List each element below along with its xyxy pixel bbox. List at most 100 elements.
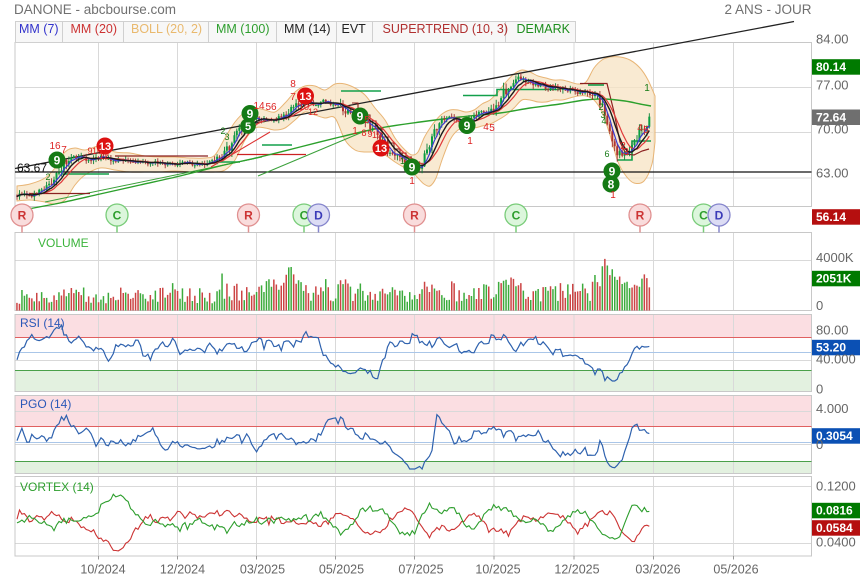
svg-text:VOLUME: VOLUME: [38, 236, 89, 250]
svg-text:05/2026: 05/2026: [713, 563, 758, 577]
svg-text:C: C: [113, 209, 122, 223]
svg-text:9: 9: [609, 164, 616, 178]
svg-text:7: 7: [290, 92, 296, 103]
svg-text:DANONE - abcbourse.com: DANONE - abcbourse.com: [14, 2, 176, 17]
svg-text:2: 2: [220, 126, 225, 136]
svg-text:56.14: 56.14: [816, 210, 846, 224]
svg-text:13: 13: [99, 141, 111, 153]
svg-text:VORTEX (14): VORTEX (14): [20, 480, 94, 494]
svg-text:53.20: 53.20: [816, 341, 846, 355]
svg-text:9: 9: [464, 119, 471, 133]
svg-text:1: 1: [610, 190, 616, 201]
svg-text:9: 9: [409, 160, 416, 174]
svg-text:12: 12: [400, 156, 410, 166]
svg-text:MM (7): MM (7): [19, 22, 59, 36]
svg-text:5: 5: [364, 115, 370, 126]
svg-text:05/2025: 05/2025: [319, 563, 364, 577]
svg-text:77.00: 77.00: [816, 78, 849, 93]
svg-text:4: 4: [601, 116, 606, 126]
svg-text:5: 5: [489, 123, 495, 134]
svg-text:EVT: EVT: [342, 22, 367, 36]
svg-text:4: 4: [637, 123, 643, 134]
svg-text:2: 2: [45, 172, 50, 182]
svg-text:D: D: [715, 209, 724, 223]
svg-text:10: 10: [372, 130, 382, 140]
svg-text:12: 12: [308, 107, 318, 117]
svg-text:9: 9: [54, 153, 61, 167]
svg-text:80.14: 80.14: [816, 60, 846, 74]
svg-text:03/2026: 03/2026: [635, 563, 680, 577]
svg-text:6: 6: [604, 149, 609, 159]
svg-text:MM (20): MM (20): [71, 22, 118, 36]
svg-text:9: 9: [87, 146, 92, 156]
svg-text:70.00: 70.00: [816, 122, 849, 137]
svg-text:9: 9: [367, 129, 372, 139]
svg-text:1: 1: [644, 83, 650, 94]
svg-text:16: 16: [49, 141, 61, 152]
svg-text:5: 5: [245, 121, 251, 133]
svg-text:9: 9: [247, 107, 254, 121]
svg-text:0.3054: 0.3054: [816, 429, 853, 443]
svg-text:BOLL (20, 2): BOLL (20, 2): [131, 22, 202, 36]
svg-text:12/2024: 12/2024: [160, 563, 205, 577]
svg-text:0: 0: [816, 298, 823, 313]
svg-text:PGO (14): PGO (14): [20, 397, 71, 411]
svg-text:12/2025: 12/2025: [554, 563, 599, 577]
svg-text:4.000: 4.000: [816, 401, 849, 416]
svg-text:3: 3: [623, 147, 629, 158]
svg-text:3: 3: [224, 132, 229, 142]
svg-text:C: C: [699, 209, 708, 223]
svg-text:D: D: [314, 209, 323, 223]
svg-text:MM (14): MM (14): [284, 22, 331, 36]
svg-text:10/2025: 10/2025: [475, 563, 520, 577]
svg-text:2: 2: [598, 102, 603, 112]
svg-text:1: 1: [467, 136, 473, 147]
svg-text:2: 2: [620, 141, 626, 152]
svg-text:1: 1: [352, 126, 358, 137]
svg-text:2 ANS - JOUR: 2 ANS - JOUR: [724, 2, 811, 17]
svg-text:9: 9: [357, 109, 364, 123]
svg-text:MM (100): MM (100): [216, 22, 269, 36]
svg-text:84.00: 84.00: [816, 32, 849, 47]
svg-text:63.67: 63.67: [17, 161, 47, 175]
svg-text:0.1200: 0.1200: [816, 479, 856, 494]
svg-text:07/2025: 07/2025: [398, 563, 443, 577]
svg-text:R: R: [244, 209, 253, 223]
svg-text:2051K: 2051K: [816, 272, 852, 286]
svg-text:RSI (14): RSI (14): [20, 316, 65, 330]
svg-text:8: 8: [290, 79, 296, 90]
svg-text:12: 12: [99, 151, 109, 161]
svg-text:R: R: [636, 209, 645, 223]
svg-text:C: C: [300, 209, 309, 223]
svg-text:8: 8: [361, 128, 366, 138]
svg-text:56: 56: [265, 102, 277, 113]
svg-text:1: 1: [409, 176, 415, 187]
svg-text:C: C: [512, 209, 521, 223]
svg-text:14: 14: [253, 101, 265, 112]
svg-text:0: 0: [816, 382, 823, 397]
svg-text:SUPERTREND (10, 3): SUPERTREND (10, 3): [383, 22, 509, 36]
svg-text:4: 4: [483, 122, 489, 133]
svg-text:0.0400: 0.0400: [816, 535, 856, 550]
svg-text:13: 13: [299, 91, 311, 103]
svg-text:4000K: 4000K: [816, 250, 854, 265]
svg-text:63.00: 63.00: [816, 165, 849, 180]
svg-text:8: 8: [608, 177, 615, 191]
svg-text:3: 3: [600, 110, 605, 120]
svg-text:0.0816: 0.0816: [816, 504, 853, 518]
svg-text:80.00: 80.00: [816, 323, 849, 338]
svg-text:DEMARK: DEMARK: [517, 22, 571, 36]
svg-text:7: 7: [61, 145, 67, 156]
svg-text:0.0584: 0.0584: [816, 521, 853, 535]
svg-text:40.000: 40.000: [816, 352, 856, 367]
svg-text:10: 10: [299, 102, 309, 112]
svg-text:R: R: [410, 209, 419, 223]
svg-text:72.64: 72.64: [816, 111, 846, 125]
svg-text:R: R: [18, 209, 27, 223]
svg-text:13: 13: [375, 143, 387, 155]
svg-text:10/2024: 10/2024: [80, 563, 125, 577]
svg-text:03/2025: 03/2025: [240, 563, 285, 577]
svg-text:0: 0: [816, 437, 823, 452]
svg-text:10: 10: [92, 146, 102, 156]
svg-text:5: 5: [643, 125, 649, 136]
